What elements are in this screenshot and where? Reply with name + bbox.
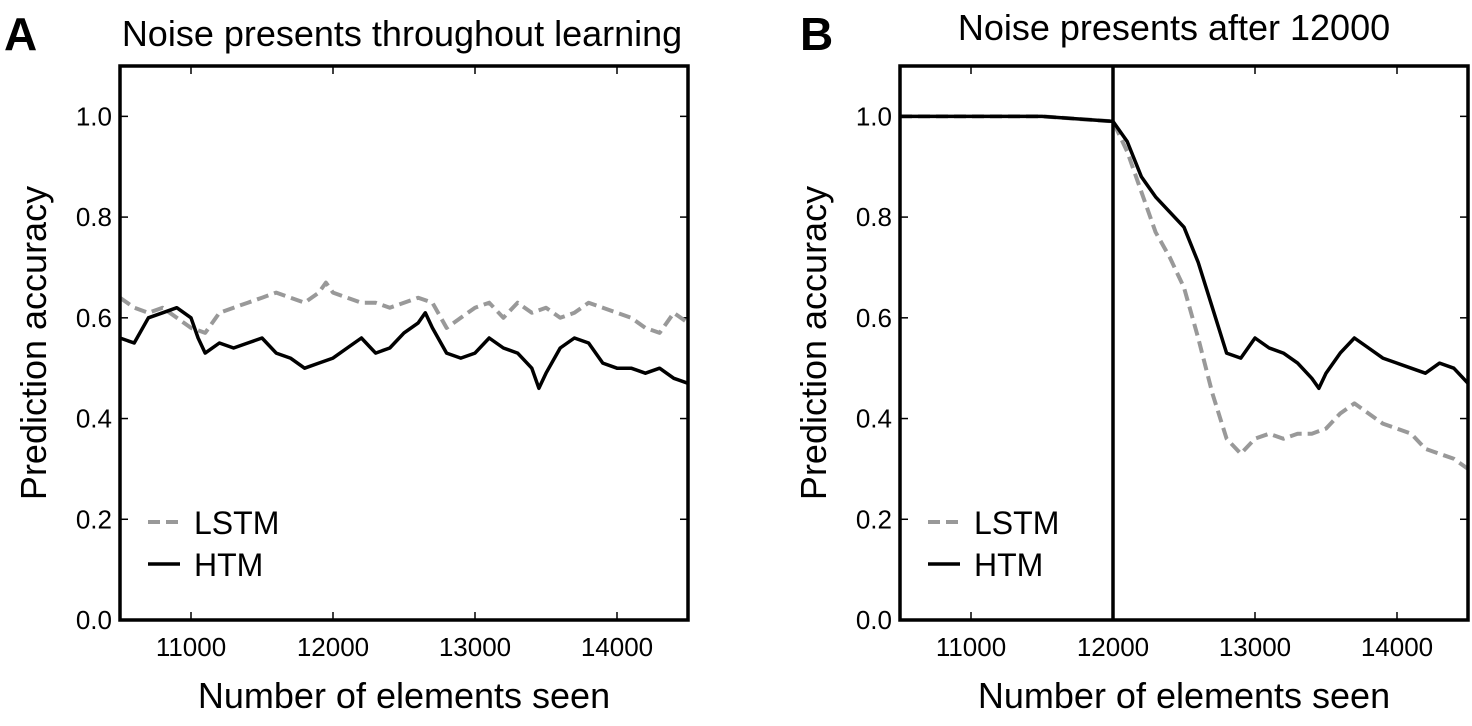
x-tick-label: 13000: [1219, 632, 1291, 662]
series-line-lstm: [900, 114, 1470, 471]
y-tick-label: 0.8: [76, 202, 112, 232]
legend: LSTM HTM: [928, 505, 1059, 583]
y-axis-label: Prediction accuracy: [793, 186, 834, 500]
panel-b: B Noise presents after 12000 0.0 0.2 0.4 0.6 0…: [793, 7, 1470, 716]
series-line-htm: [900, 114, 1470, 391]
y-tick-label: 0.2: [76, 504, 112, 534]
x-tick-label: 11000: [936, 632, 1006, 662]
legend: LSTM HTM: [148, 505, 279, 583]
chart-title: Noise presents throughout learning: [122, 13, 682, 54]
y-tick-label: 1.0: [76, 101, 112, 131]
series-line-lstm: [118, 280, 690, 335]
y-tick-label: 0.0: [76, 605, 112, 635]
y-tick-label: 1.0: [856, 101, 892, 131]
x-axis-label: Number of elements seen: [978, 675, 1390, 716]
x-axis-label: Number of elements seen: [198, 675, 610, 716]
legend-label-htm: HTM: [974, 547, 1043, 583]
x-tick-label: 12000: [297, 632, 369, 662]
legend-label-lstm: LSTM: [194, 505, 279, 541]
y-tick-label: 0.6: [856, 303, 892, 333]
y-tick-label: 0.2: [856, 504, 892, 534]
plot-frame: [898, 64, 1470, 622]
panel-letter: B: [800, 8, 833, 60]
y-tick-label: 0.4: [76, 404, 112, 434]
legend-label-lstm: LSTM: [974, 505, 1059, 541]
x-tick-label: 14000: [581, 632, 653, 662]
y-tick-label: 0.0: [856, 605, 892, 635]
x-tick-label: 12000: [1077, 632, 1149, 662]
series-line-htm: [119, 305, 689, 391]
panel-letter: A: [4, 8, 37, 60]
panel-a: A Noise presents throughout learning 0.0 0.…: [4, 8, 690, 716]
x-tick-label: 13000: [439, 632, 511, 662]
x-tick-label: 11000: [156, 632, 226, 662]
x-tick-label: 14000: [1361, 632, 1433, 662]
y-tick-label: 0.6: [76, 303, 112, 333]
y-tick-label: 0.4: [856, 404, 892, 434]
plot-frame: [118, 64, 690, 622]
y-axis-label: Prediction accuracy: [13, 186, 54, 500]
y-tick-label: 0.8: [856, 202, 892, 232]
chart-title: Noise presents after 12000: [958, 7, 1390, 48]
legend-label-htm: HTM: [194, 547, 263, 583]
